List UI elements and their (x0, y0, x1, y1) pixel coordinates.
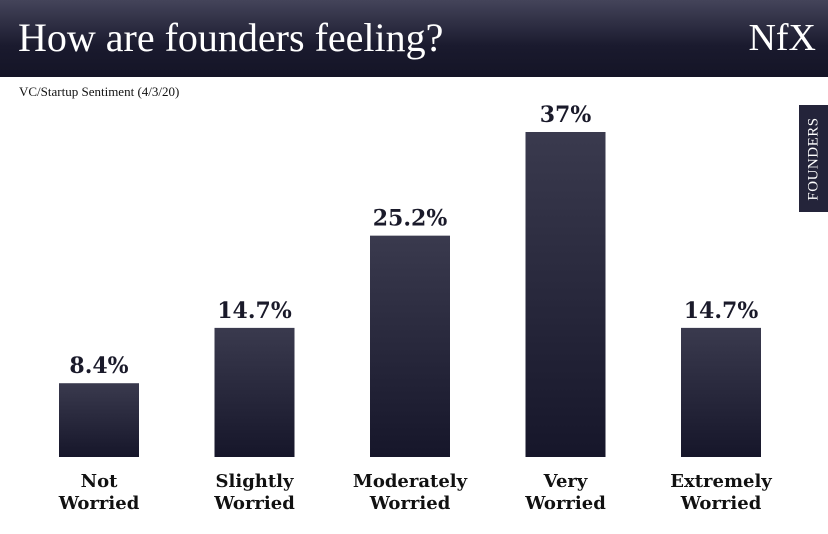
bar (370, 235, 450, 457)
category-label: Moderately (353, 471, 468, 492)
data-label: 14.7% (684, 298, 759, 324)
page-title: How are founders feeling? (18, 15, 444, 60)
category-label: Worried (369, 493, 451, 514)
bar (525, 132, 606, 457)
data-label: 25.2% (373, 206, 448, 232)
category-label: Worried (213, 493, 295, 514)
header-banner: How are founders feeling? NfX (0, 0, 828, 77)
category-label: Worried (524, 493, 606, 514)
data-label: 14.7% (217, 298, 292, 324)
category-label: Extremely (670, 471, 772, 492)
bar (214, 327, 295, 457)
data-label: 37% (540, 102, 592, 128)
bar (681, 327, 761, 457)
data-label: 8.4% (69, 353, 128, 379)
category-label: Worried (58, 493, 140, 514)
category-label: Very (543, 471, 588, 492)
category-label: Worried (680, 493, 762, 514)
category-label: Not (81, 471, 118, 492)
nfx-logo: NfX (748, 17, 816, 59)
bar (59, 383, 139, 457)
category-label: Slightly (216, 471, 295, 492)
founders-side-tab: FOUNDERS (799, 105, 828, 212)
chart-subtitle: VC/Startup Sentiment (4/3/20) (19, 84, 180, 99)
